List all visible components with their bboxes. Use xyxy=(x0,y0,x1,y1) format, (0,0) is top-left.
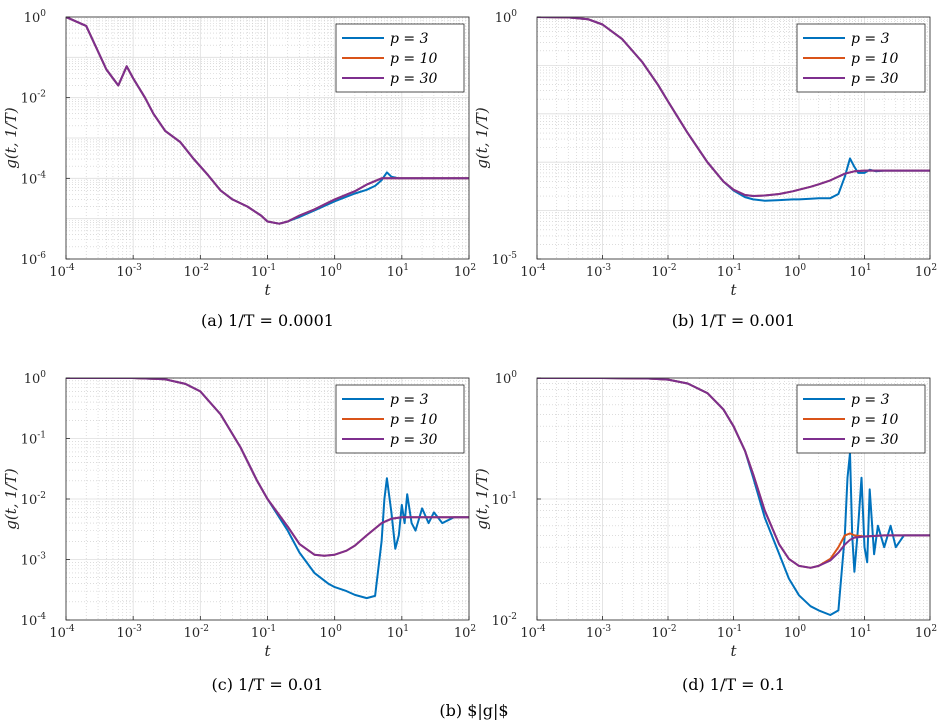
panel-caption: (b) 1/T = 0.001 xyxy=(672,311,795,330)
y-tick-label: 10-2 xyxy=(21,90,46,107)
panel-caption: (d) 1/T = 0.1 xyxy=(682,675,785,694)
y-axis-label: g(t, 1/T) xyxy=(2,468,20,530)
legend-label-2: p = 10 xyxy=(390,51,438,67)
x-axis-label: t xyxy=(730,281,737,299)
x-tick-label: 102 xyxy=(454,263,476,280)
legend-label-1: p = 3 xyxy=(851,31,890,47)
x-tick-label: 10-4 xyxy=(49,263,75,280)
y-tick-label: 100 xyxy=(495,9,518,26)
x-tick-label: 10-2 xyxy=(651,624,676,641)
chart-panel-3: 10-4 10-3 10-2 10-1 100 101 102 10-2 10-1 100 t g(t… xyxy=(473,370,937,694)
series-line-3 xyxy=(66,378,469,557)
x-tick-label: 10-3 xyxy=(117,624,143,641)
x-tick-label: 100 xyxy=(320,263,343,280)
x-tick-label: 10-1 xyxy=(717,263,742,280)
y-tick-label: 10-1 xyxy=(492,491,517,508)
x-tick-label: 10-2 xyxy=(184,624,209,641)
x-tick-label: 10-2 xyxy=(184,263,209,280)
series-line-3 xyxy=(66,17,469,225)
y-tick-label: 10-1 xyxy=(21,431,46,448)
figure-caption: (b) $|g|$ xyxy=(439,701,508,720)
y-tick-label: 10-3 xyxy=(21,552,47,569)
x-axis-label: t xyxy=(264,642,271,660)
x-tick-label: 100 xyxy=(784,624,807,641)
x-tick-label: 10-1 xyxy=(717,624,742,641)
x-tick-label: 100 xyxy=(784,263,807,280)
legend: p = 3 p = 10 p = 30 xyxy=(796,384,926,454)
x-tick-label: 102 xyxy=(915,624,937,641)
y-tick-label: 10-2 xyxy=(492,612,517,629)
x-tick-label: 10-3 xyxy=(586,624,612,641)
legend-label-2: p = 10 xyxy=(390,412,438,428)
y-axis-label: g(t, 1/T) xyxy=(2,107,20,169)
x-tick-label: 101 xyxy=(387,624,409,641)
series-group xyxy=(66,378,469,600)
x-tick-label: 101 xyxy=(849,624,871,641)
series-group xyxy=(66,17,469,225)
panel-caption: (a) 1/T = 0.0001 xyxy=(201,311,334,330)
legend-label-1: p = 3 xyxy=(851,392,890,408)
legend-label-3: p = 30 xyxy=(851,432,899,448)
y-axis-label: g(t, 1/T) xyxy=(473,468,491,530)
legend: p = 3 p = 10 p = 30 xyxy=(335,23,465,93)
chart-panel-0: 10-4 10-3 10-2 10-1 100 101 10210-610-410-2100… xyxy=(2,9,476,330)
x-tick-label: 102 xyxy=(454,624,476,641)
legend: p = 3 p = 10 p = 30 xyxy=(335,384,465,454)
y-tick-label: 100 xyxy=(24,9,47,26)
series-line-3 xyxy=(537,378,930,569)
legend-label-3: p = 30 xyxy=(851,71,899,87)
series-line-3 xyxy=(537,17,930,197)
y-tick-label: 10-4 xyxy=(21,170,47,187)
series-group xyxy=(537,17,930,202)
chart-panel-2: 10-4 10-3 10-2 10-1 100 101 102 10-4 10-3 10-2 10-… xyxy=(2,370,476,694)
legend-label-3: p = 30 xyxy=(390,71,438,87)
x-tick-label: 10-4 xyxy=(49,624,75,641)
x-tick-label: 10-4 xyxy=(520,263,546,280)
x-tick-label: 10-3 xyxy=(586,263,612,280)
x-tick-label: 10-1 xyxy=(251,263,276,280)
y-tick-label: 10-5 xyxy=(492,251,518,268)
y-tick-label: 100 xyxy=(24,370,47,387)
x-tick-label: 10-1 xyxy=(251,624,276,641)
panel-caption: (c) 1/T = 0.01 xyxy=(212,675,324,694)
x-tick-label: 101 xyxy=(849,263,871,280)
legend: p = 3 p = 10 p = 30 xyxy=(796,23,926,93)
x-tick-label: 101 xyxy=(387,263,409,280)
legend-label-1: p = 3 xyxy=(390,31,429,47)
legend-label-1: p = 3 xyxy=(390,392,429,408)
y-tick-label: 100 xyxy=(495,370,518,387)
chart-panel-1: 10-4 10-3 10-2 10-1 100 101 102 10-5 100 t g(t, 1/… xyxy=(473,9,937,330)
legend-label-3: p = 30 xyxy=(390,432,438,448)
x-tick-label: 100 xyxy=(320,624,343,641)
x-tick-label: 10-3 xyxy=(117,263,143,280)
x-tick-label: 10-2 xyxy=(651,263,676,280)
legend-label-2: p = 10 xyxy=(851,51,899,67)
series-group xyxy=(537,378,930,616)
y-tick-label: 10-4 xyxy=(21,612,47,629)
x-axis-label: t xyxy=(730,642,737,660)
x-tick-label: 10-4 xyxy=(520,624,546,641)
x-axis-label: t xyxy=(264,281,271,299)
legend-label-2: p = 10 xyxy=(851,412,899,428)
x-tick-label: 102 xyxy=(915,263,937,280)
y-tick-label: 10-2 xyxy=(21,491,46,508)
y-tick-label: 10-6 xyxy=(21,251,47,268)
y-axis-label: g(t, 1/T) xyxy=(473,107,491,169)
